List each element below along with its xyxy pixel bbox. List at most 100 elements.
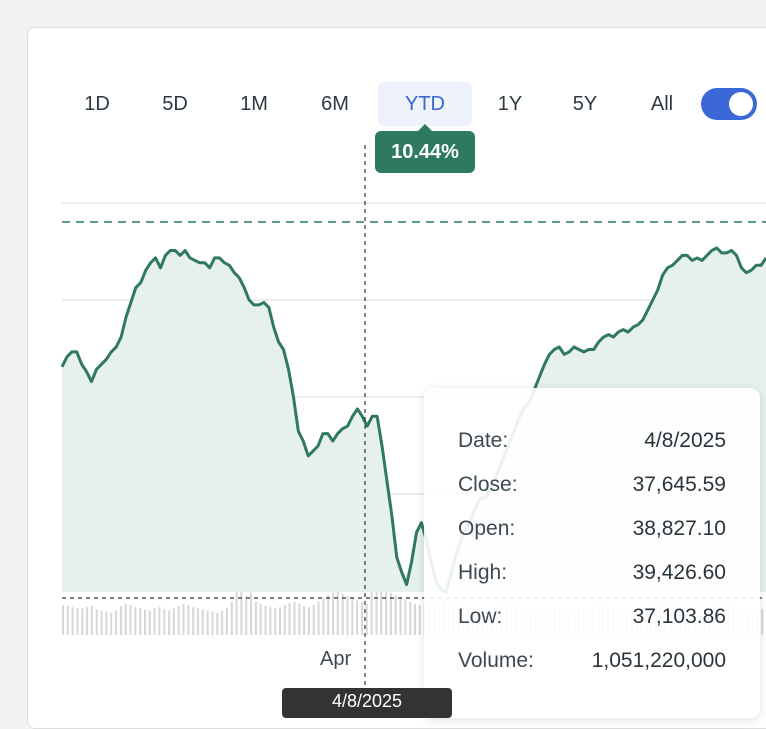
- volume-bar: [81, 608, 84, 635]
- tab-1d[interactable]: 1D: [84, 93, 110, 115]
- volume-bar: [327, 595, 330, 635]
- volume-bar: [346, 596, 349, 635]
- volume-bar: [192, 607, 195, 635]
- tooltip-label: Date:: [458, 429, 509, 452]
- tooltip-row-close: Close: 37,645.59: [458, 473, 726, 503]
- tab-5d[interactable]: 5D: [162, 93, 188, 115]
- volume-bar: [380, 590, 383, 635]
- volume-bar: [163, 609, 166, 635]
- tooltip-row-date: Date: 4/8/2025: [458, 429, 726, 459]
- volume-bar: [269, 607, 272, 635]
- tooltip-value: 39,426.60: [632, 561, 726, 584]
- volume-bar: [86, 607, 89, 635]
- volume-bar: [317, 601, 320, 635]
- volume-bar: [201, 609, 204, 635]
- volume-bar: [418, 605, 421, 635]
- tooltip-row-open: Open: 38,827.10: [458, 517, 726, 547]
- volume-bar: [105, 611, 108, 635]
- volume-bar: [66, 606, 69, 635]
- chart-toggle[interactable]: [701, 88, 757, 120]
- tab-ytd[interactable]: YTD: [378, 82, 472, 126]
- volume-bar: [254, 601, 257, 635]
- volume-bar: [389, 592, 392, 635]
- volume-bar: [182, 603, 185, 635]
- volume-bar: [414, 603, 416, 635]
- tooltip-row-volume: Volume: 1,051,220,000: [458, 649, 726, 679]
- volume-bar: [211, 611, 214, 635]
- x-tick-apr: Apr: [320, 648, 352, 670]
- volume-bar: [206, 610, 209, 635]
- volume-bar: [370, 568, 373, 635]
- volume-bar: [216, 612, 219, 635]
- tab-1y[interactable]: 1Y: [497, 93, 523, 115]
- tooltip-value: 4/8/2025: [644, 429, 726, 452]
- volume-bar: [385, 588, 388, 635]
- change-badge: 10.44%: [375, 124, 475, 173]
- tooltip-label: Low:: [458, 605, 503, 628]
- tooltip-row-low: Low: 37,103.86: [458, 605, 726, 635]
- volume-bar: [230, 601, 233, 635]
- volume-bar: [76, 608, 79, 635]
- volume-bar: [288, 602, 291, 635]
- volume-bar: [332, 592, 334, 635]
- volume-bar: [134, 607, 137, 635]
- tooltip-value: 1,051,220,000: [591, 649, 726, 672]
- volume-bar: [172, 608, 175, 635]
- volume-bar: [409, 601, 412, 635]
- volume-bar: [351, 598, 354, 635]
- volume-bar: [307, 607, 310, 635]
- volume-bar: [245, 596, 248, 635]
- volume-bar: [375, 585, 378, 635]
- volume-bar: [168, 610, 171, 635]
- tooltip-value: 38,827.10: [632, 517, 726, 540]
- range-tabs: 1D 5D 1M 6M YTD 1Y 5Y All: [0, 0, 766, 130]
- tooltip-row-high: High: 39,426.60: [458, 561, 726, 591]
- volume-bar: [177, 606, 180, 635]
- volume-bar: [394, 595, 397, 635]
- volume-bar: [399, 597, 402, 635]
- volume-bar: [365, 603, 368, 635]
- volume-bar: [341, 593, 344, 635]
- volume-bar: [129, 605, 132, 635]
- volume-bar: [361, 601, 363, 635]
- volume-bar: [322, 598, 325, 635]
- crosshair-date-label: 4/8/2025: [282, 688, 452, 718]
- volume-bar: [264, 606, 267, 635]
- volume-bar: [119, 606, 122, 635]
- volume-bar: [312, 605, 315, 635]
- volume-bar: [139, 608, 142, 635]
- volume-bar: [356, 600, 359, 635]
- tab-6m[interactable]: 6M: [321, 93, 349, 115]
- volume-bar: [71, 607, 74, 635]
- tooltip-label: High:: [458, 561, 508, 584]
- tooltip-value: 37,103.86: [632, 605, 726, 628]
- volume-bar: [144, 609, 146, 635]
- volume-bar: [240, 590, 243, 635]
- volume-bar: [100, 610, 103, 635]
- volume-bar: [404, 599, 407, 635]
- volume-bar: [221, 610, 224, 635]
- tab-all[interactable]: All: [650, 93, 674, 115]
- volume-bar: [124, 603, 127, 635]
- volume-bar: [197, 608, 199, 635]
- volume-bar: [259, 603, 262, 635]
- volume-bar: [283, 605, 286, 635]
- volume-bar: [62, 605, 64, 635]
- volume-bar: [761, 609, 764, 635]
- toggle-knob: [729, 92, 753, 116]
- volume-bar: [110, 612, 113, 635]
- volume-bar: [187, 605, 190, 635]
- volume-bar: [115, 610, 117, 635]
- price-line: [60, 246, 766, 594]
- tab-1m[interactable]: 1M: [240, 93, 268, 115]
- volume-bar: [250, 592, 253, 635]
- tooltip-label: Close:: [458, 473, 518, 496]
- volume-bar: [148, 610, 151, 635]
- tab-5y[interactable]: 5Y: [572, 93, 598, 115]
- volume-bar: [153, 608, 156, 635]
- tooltip-label: Volume:: [458, 649, 534, 672]
- volume-bar: [293, 601, 296, 635]
- data-tooltip: Date: 4/8/2025 Close: 37,645.59 Open: 38…: [424, 388, 760, 718]
- volume-bar: [225, 608, 228, 635]
- volume-bar: [298, 603, 301, 635]
